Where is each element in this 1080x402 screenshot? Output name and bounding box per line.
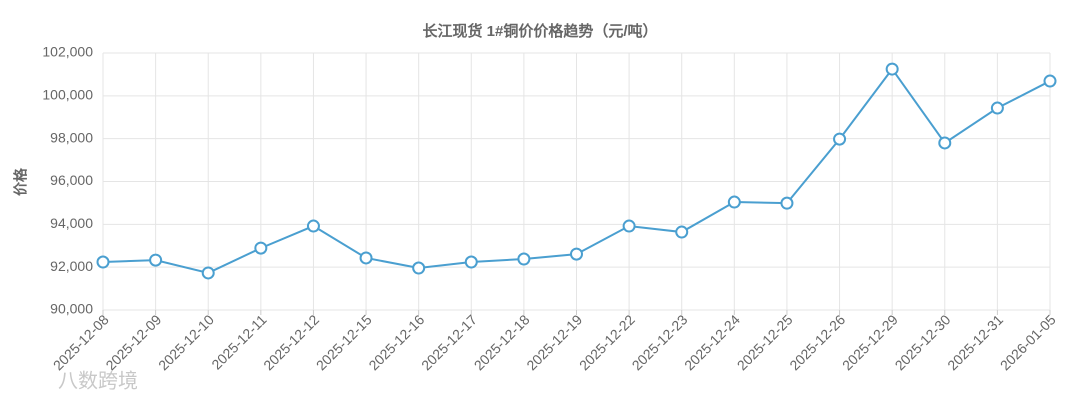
- x-tick-label: 2025-12-19: [523, 311, 585, 373]
- point: [780, 196, 794, 210]
- x-tick-label: 2025-12-09: [102, 311, 164, 373]
- point: [885, 62, 899, 76]
- y-tick-label: 102,000: [42, 44, 93, 60]
- point: [675, 225, 689, 239]
- point: [622, 219, 636, 233]
- y-tick-label: 98,000: [50, 129, 93, 145]
- x-tick-label: 2025-12-25: [734, 311, 796, 373]
- point: [990, 101, 1004, 115]
- x-tick-label: 2026-01-05: [997, 311, 1059, 373]
- x-tick-label: 2025-12-12: [260, 311, 322, 373]
- x-tick-label: 2025-12-10: [155, 311, 217, 373]
- y-tick-label: 100,000: [42, 87, 93, 103]
- point: [517, 252, 531, 266]
- x-tick-label: 2025-12-29: [839, 311, 901, 373]
- point: [359, 251, 373, 265]
- chart-title: 长江现货 1#铜价价格趋势（元/吨）: [422, 22, 657, 40]
- x-tick-label: 2025-12-24: [681, 311, 743, 373]
- x-tick-label: 2025-12-30: [892, 311, 954, 373]
- point: [96, 255, 110, 269]
- x-tick-label: 2025-12-16: [365, 311, 427, 373]
- x-tick-label: 2025-12-23: [629, 311, 691, 373]
- x-tick-label: 2025-12-31: [944, 311, 1006, 373]
- point: [727, 195, 741, 209]
- y-tick-label: 94,000: [50, 215, 93, 231]
- point: [1043, 74, 1057, 88]
- y-tick-label: 96,000: [50, 172, 93, 188]
- point: [833, 132, 847, 146]
- point: [570, 247, 583, 261]
- point: [149, 253, 163, 267]
- x-tick-label: 2025-12-22: [576, 311, 638, 373]
- point: [306, 219, 320, 233]
- point: [464, 255, 478, 269]
- point: [938, 136, 952, 150]
- x-tick-label: 2025-12-18: [471, 311, 533, 373]
- point: [412, 261, 426, 275]
- y-tick-label: 92,000: [50, 258, 93, 274]
- x-tick-label: 2025-12-26: [786, 311, 848, 373]
- x-tick-label: 2025-12-15: [313, 311, 375, 373]
- x-tick-label: 2025-12-17: [418, 311, 480, 373]
- point: [201, 266, 215, 280]
- point: [254, 241, 268, 255]
- y-tick-label: 90,000: [50, 301, 93, 317]
- x-tick-label: 2025-12-08: [50, 311, 112, 373]
- y-axis-label: 价格: [13, 167, 29, 196]
- watermark: 八数跨境: [58, 369, 138, 392]
